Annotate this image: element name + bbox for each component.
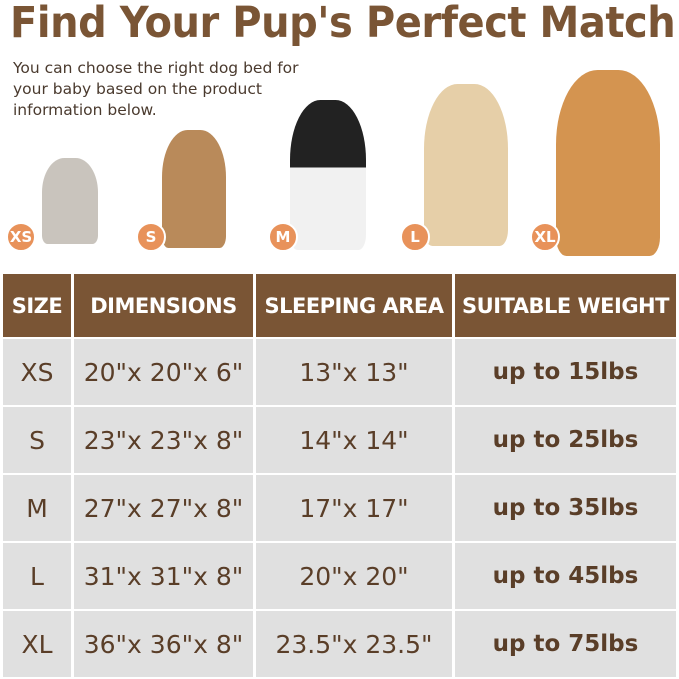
size-badge-l: L [400,222,430,252]
cell-sleeping-area: 17"x 17" [256,475,452,541]
header-sleeping-area: SLEEPING AREA [256,274,452,337]
table-row: M 27"x 27"x 8" 17"x 17" up to 35lbs [3,475,676,541]
size-badge-m: M [268,222,298,252]
cell-sleeping-area: 13"x 13" [256,339,452,405]
cell-weight: up to 45lbs [455,543,676,609]
french-bulldog-image [162,130,226,248]
cell-weight: up to 15lbs [455,339,676,405]
table-row: XL 36"x 36"x 8" 23.5"x 23.5" up to 75lbs [3,611,676,677]
table-row: S 23"x 23"x 8" 14"x 14" up to 25lbs [3,407,676,473]
cell-sleeping-area: 20"x 20" [256,543,452,609]
size-badge-xl: XL [530,222,560,252]
header-dimensions: DIMENSIONS [74,274,253,337]
table-row: XS 20"x 20"x 6" 13"x 13" up to 15lbs [3,339,676,405]
cell-dimensions: 20"x 20"x 6" [74,339,253,405]
cell-sleeping-area: 14"x 14" [256,407,452,473]
golden-retriever-image [556,70,660,256]
header-size: SIZE [3,274,71,337]
cell-dimensions: 23"x 23"x 8" [74,407,253,473]
cell-size: XS [3,339,71,405]
table-header: SIZE DIMENSIONS SLEEPING AREA SUITABLE W… [3,274,676,337]
page-title: Find Your Pup's Perfect Match [10,0,676,48]
border-collie-image [290,100,366,250]
cell-dimensions: 31"x 31"x 8" [74,543,253,609]
cell-weight: up to 35lbs [455,475,676,541]
cell-sleeping-area: 23.5"x 23.5" [256,611,452,677]
cell-size: XL [3,611,71,677]
size-table: SIZE DIMENSIONS SLEEPING AREA SUITABLE W… [0,272,679,679]
cell-weight: up to 75lbs [455,611,676,677]
cat-image [42,158,98,244]
table-row: L 31"x 31"x 8" 20"x 20" up to 45lbs [3,543,676,609]
cell-dimensions: 36"x 36"x 8" [74,611,253,677]
cell-size: L [3,543,71,609]
size-badge-xs: XS [6,222,36,252]
cell-size: M [3,475,71,541]
size-badge-s: S [136,222,166,252]
cell-dimensions: 27"x 27"x 8" [74,475,253,541]
golden-puppy-image [424,84,508,246]
cell-size: S [3,407,71,473]
cell-weight: up to 25lbs [455,407,676,473]
subtitle: You can choose the right dog bed for you… [13,59,299,119]
header-suitable-weight: SUITABLE WEIGHT [455,274,676,337]
